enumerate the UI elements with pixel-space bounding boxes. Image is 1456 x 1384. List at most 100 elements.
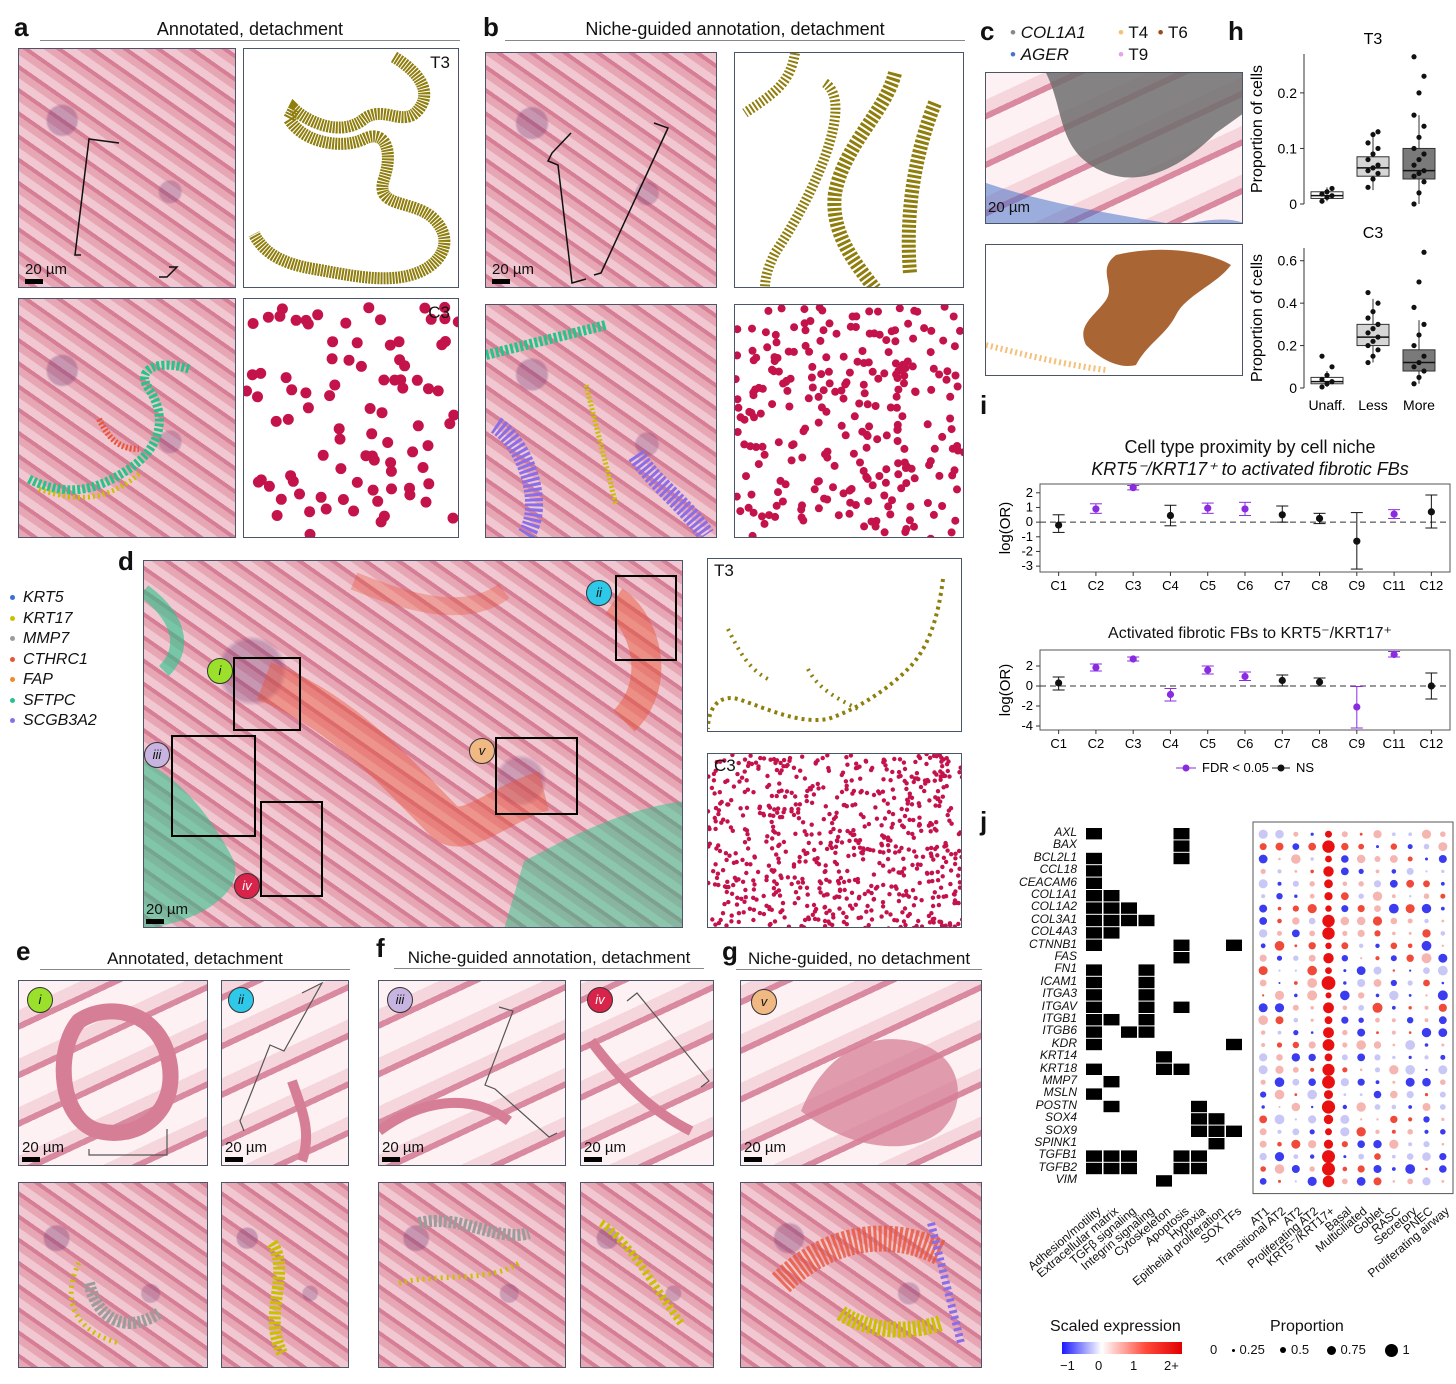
c3-cell-dot — [452, 316, 458, 328]
c3-cell-dot — [830, 912, 836, 917]
c3-cell-dot — [772, 868, 777, 873]
c3-cell-dot — [805, 850, 810, 856]
c3-cell-dot — [885, 843, 891, 848]
c3-cell-dot — [768, 757, 773, 762]
c3-cell-dot — [767, 906, 772, 912]
roi-box-v[interactable] — [495, 737, 578, 815]
expression-dot — [1294, 870, 1298, 873]
c3-cell-dot — [929, 510, 938, 519]
roi-box-ii[interactable] — [615, 575, 677, 661]
badge-i: i — [27, 987, 53, 1013]
niche-map-a-T3: T3 — [243, 48, 459, 288]
c3-cell-dot — [751, 878, 756, 883]
expression-dot — [1406, 1153, 1414, 1160]
legend-dot-icon — [10, 595, 15, 601]
expression-dot — [1277, 1141, 1282, 1147]
c3-cell-dot — [919, 898, 924, 903]
c3-cell-dot — [859, 380, 868, 389]
c3-cell-dot — [735, 375, 740, 384]
c3-cell-dot — [792, 875, 797, 880]
c3-cell-dot — [280, 372, 292, 384]
expression-dot — [1438, 855, 1447, 863]
c3-cell-dot — [749, 388, 758, 397]
c3-cell-dot — [803, 859, 808, 864]
expression-dot — [1374, 930, 1381, 937]
c3-cell-dot — [781, 480, 790, 489]
expression-dot — [1277, 906, 1282, 911]
expression-dot — [1292, 905, 1299, 912]
expression-dot — [1309, 1154, 1315, 1159]
legend-dot-icon: • — [1010, 23, 1016, 42]
overlay-image-e-i — [18, 1182, 208, 1368]
expression-dot — [1308, 1078, 1316, 1086]
y-tick-label: 0.1 — [1278, 140, 1298, 156]
panel-label-f: f — [376, 933, 385, 963]
c3-cell-dot — [734, 902, 740, 907]
expression-dot — [1277, 918, 1282, 924]
expression-dot — [1262, 994, 1265, 997]
c3-cell-dot — [808, 362, 817, 371]
expression-dot — [1441, 869, 1445, 873]
expression-dot — [1324, 892, 1333, 901]
expression-dot — [1424, 1018, 1429, 1023]
c3-cell-dot — [922, 788, 927, 794]
c3-cell-dot — [407, 446, 419, 458]
estimate-point — [1427, 682, 1435, 690]
c3-cell-dot — [928, 851, 934, 856]
expression-dot — [1438, 1003, 1447, 1012]
membership-cell — [1138, 914, 1155, 927]
y-tick-label: 1 — [1026, 499, 1033, 514]
expression-dot — [1308, 842, 1317, 851]
c3-cell-dot — [798, 768, 803, 773]
histology-image-b-top: 20 µm — [485, 52, 717, 288]
expression-dot — [1307, 990, 1318, 1001]
c3-cell-dot — [797, 859, 802, 864]
c3-cell-dot — [836, 834, 841, 840]
c3-cell-dot — [708, 774, 711, 779]
c3-cell-dot — [718, 801, 723, 806]
expression-dot — [1391, 1167, 1396, 1171]
c3-cell-dot — [735, 771, 740, 777]
c3-cell-dot — [757, 804, 763, 809]
c3-cell-dot — [917, 880, 922, 886]
expression-dot — [1291, 854, 1301, 864]
c3-cell-dot — [927, 534, 935, 537]
expression-dot — [1441, 1043, 1445, 1047]
c3-cell-dot — [901, 528, 910, 536]
expression-dot — [1391, 1005, 1396, 1010]
c3-cell-dot — [943, 859, 949, 865]
roi-box-iv[interactable] — [260, 801, 323, 897]
expression-dot — [1356, 966, 1366, 975]
expression-dot — [1408, 931, 1412, 935]
c3-cell-dot — [916, 918, 921, 924]
c3-cell-dot — [882, 431, 891, 440]
c3-cell-dot — [903, 357, 912, 366]
title-f: Niche-guided annotation, detachment — [407, 948, 691, 967]
membership-cell — [1191, 1125, 1207, 1137]
badge-iii: iii — [387, 987, 413, 1013]
membership-cell — [1103, 902, 1120, 914]
c3-cell-dot — [866, 923, 871, 927]
membership-cell — [1121, 1162, 1137, 1175]
c3-cell-dot — [839, 489, 848, 498]
c3-cell-dot — [811, 902, 817, 908]
c3-cell-dot — [911, 779, 916, 785]
c3-cell-dot — [717, 790, 722, 795]
c3-cell-dot — [717, 848, 723, 854]
data-point — [1370, 353, 1376, 359]
roi-box-iii[interactable] — [171, 735, 256, 837]
expression-dot — [1374, 1153, 1381, 1160]
x-tick-label: C3 — [1125, 578, 1142, 593]
roi-box-i[interactable] — [233, 657, 301, 731]
c3-cell-dot — [294, 488, 305, 500]
c3-cell-dot — [420, 496, 432, 508]
gene-legend-label: KRT5 — [23, 589, 64, 606]
c3-cell-dot — [886, 809, 892, 815]
title-rule-b — [505, 40, 965, 41]
c3-cell-dot — [810, 784, 815, 789]
c3-cell-dot — [793, 802, 798, 807]
c3-cell-dot — [933, 803, 938, 808]
c3-cell-dot — [712, 815, 717, 821]
c3-cell-dot — [263, 480, 275, 492]
expression-dot — [1323, 953, 1334, 964]
